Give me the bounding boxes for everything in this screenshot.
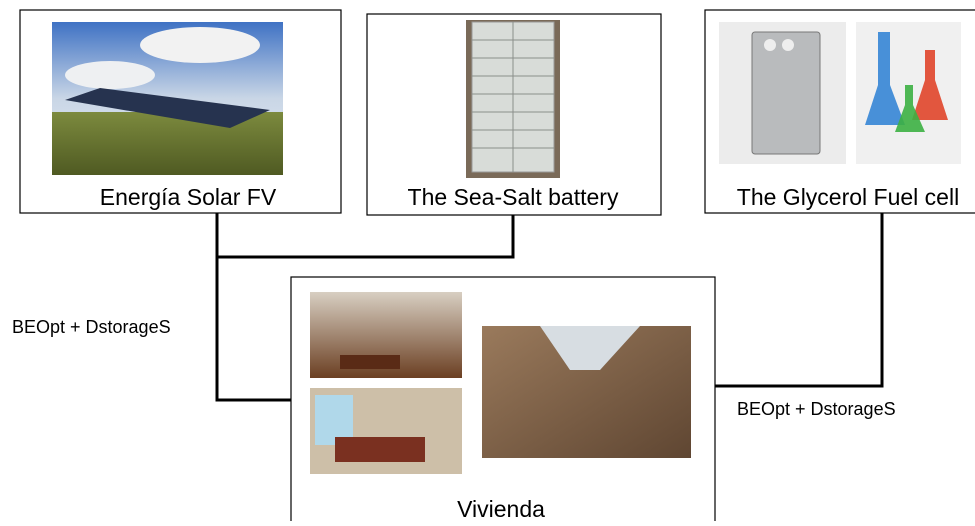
page: Energía Solar FV The Sea-Salt battery Th… (0, 0, 975, 521)
fitting (764, 39, 776, 51)
node-label: Energía Solar FV (100, 184, 277, 210)
connector (715, 213, 882, 386)
fitting (782, 39, 794, 51)
edge-label: BEOpt + DstorageS (12, 317, 171, 337)
connector (217, 213, 291, 400)
node-label: The Glycerol Fuel cell (737, 184, 959, 210)
connector (217, 215, 513, 257)
bed (335, 437, 425, 462)
image-ground (52, 112, 283, 175)
cloud (140, 27, 260, 63)
node-label: Vivienda (457, 496, 545, 521)
cloud (65, 61, 155, 89)
diagram: Energía Solar FV The Sea-Salt battery Th… (0, 0, 975, 521)
fuel-cell-image (719, 22, 961, 164)
edge-label: BEOpt + DstorageS (737, 399, 896, 419)
battery-image (466, 20, 560, 178)
furniture (340, 355, 400, 369)
solar-image (52, 22, 283, 175)
node-label: The Sea-Salt battery (408, 184, 619, 210)
